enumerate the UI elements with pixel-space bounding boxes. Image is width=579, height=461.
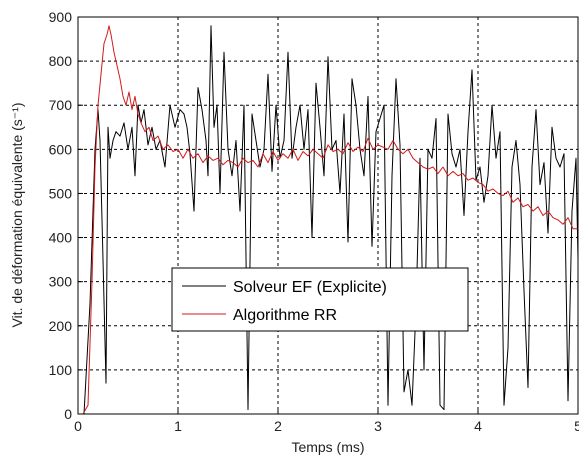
y-axis-label: Vit. de déformation équivalente (s⁻¹)	[9, 102, 25, 327]
y-tick-label: 0	[64, 406, 72, 422]
x-tick-label: 2	[274, 418, 282, 434]
x-tick-label: 0	[74, 418, 82, 434]
y-tick-label: 700	[49, 97, 73, 113]
y-tick-label: 900	[49, 9, 73, 25]
x-axis-label: Temps (ms)	[291, 439, 364, 455]
grid-lines	[78, 17, 578, 414]
y-tick-label: 100	[49, 362, 73, 378]
x-tick-label: 4	[474, 418, 482, 434]
series-line-algorithme-rr	[78, 25, 578, 415]
y-tick-label: 300	[49, 274, 73, 290]
series-line-solveur-ef	[78, 25, 579, 415]
x-tick-label: 5	[574, 418, 579, 434]
x-tick-label: 1	[174, 418, 182, 434]
y-tick-label: 500	[49, 185, 73, 201]
legend-label-solveur: Solveur EF (Explicite)	[233, 279, 387, 296]
x-tick-label: 3	[374, 418, 382, 434]
y-tick-label: 200	[49, 318, 73, 334]
legend: Solveur EF (Explicite) Algorithme RR	[171, 267, 469, 332]
y-tick-label: 600	[49, 141, 73, 157]
tick-layer: 0 1 2 3 4 5 0 100 200 300 400 500 600 700 800 900	[49, 9, 579, 434]
y-tick-label: 400	[49, 230, 73, 246]
legend-label-algorithme: Algorithme RR	[233, 307, 337, 324]
legend-box	[171, 267, 469, 332]
y-tick-label: 800	[49, 53, 73, 69]
series-layer	[78, 25, 579, 415]
plot-frame	[77, 16, 579, 415]
